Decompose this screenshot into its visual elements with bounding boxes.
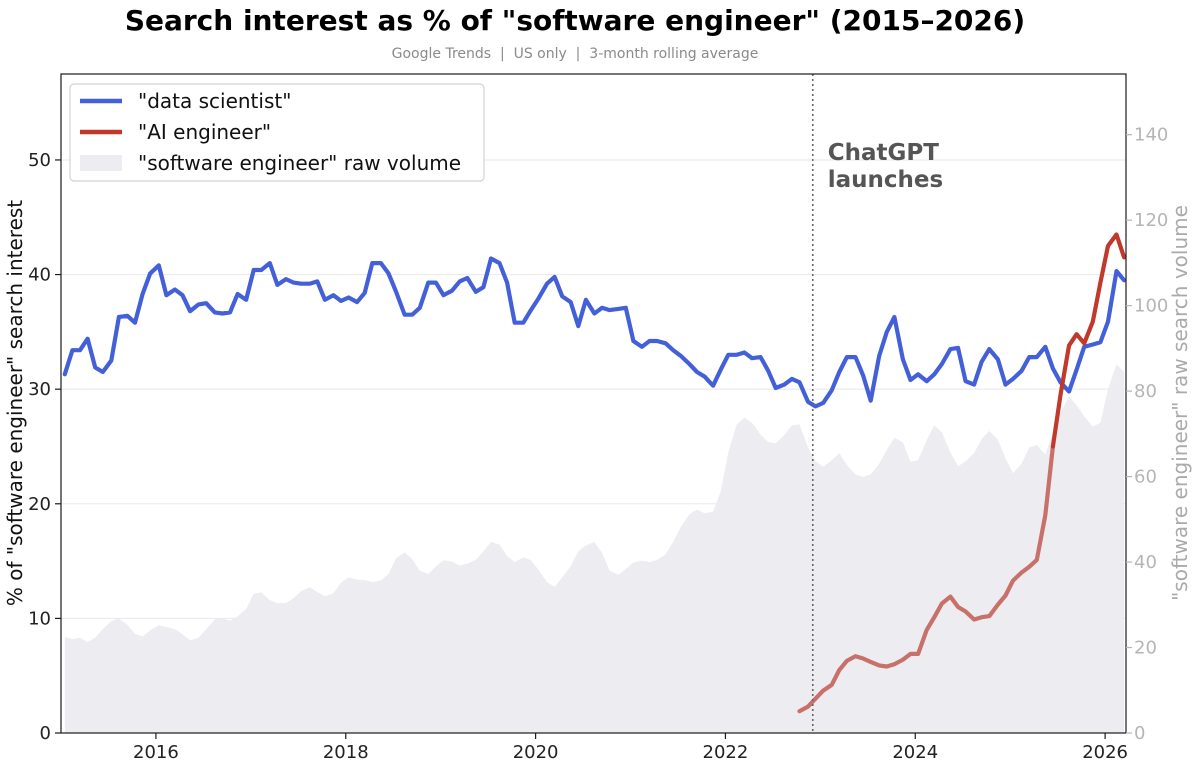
y-axis-label-right: "software engineer" raw search volume	[1168, 205, 1192, 601]
x-tick-label: 2022	[703, 742, 749, 763]
chart-subtitle: Google Trends | US only | 3-month rollin…	[392, 46, 759, 62]
chart-title: Search interest as % of "software engine…	[125, 4, 1025, 37]
legend-swatch-raw-volume	[80, 155, 122, 171]
chatgpt-annotation-text: launches	[828, 167, 943, 193]
y-tick-label: 20	[28, 494, 51, 515]
x-tick-label: 2026	[1082, 742, 1128, 763]
raw-volume-area	[64, 364, 1125, 733]
x-tick-label: 2016	[133, 742, 179, 763]
chatgpt-annotation-text: ChatGPT	[828, 140, 940, 166]
legend-label: "software engineer" raw volume	[138, 151, 461, 175]
plot-frame	[60, 73, 1127, 734]
x-tick-label: 2024	[892, 742, 938, 763]
y-right-tick-label: 40	[1134, 552, 1157, 573]
y-tick-label: 40	[28, 265, 51, 286]
series-line-ai-engineer-early	[797, 444, 1056, 714]
y-right-tick-label: 120	[1134, 210, 1168, 231]
y-tick-label: 10	[28, 608, 51, 629]
x-tick-label: 2018	[323, 742, 369, 763]
y-right-tick-label: 60	[1134, 467, 1157, 488]
y-tick-label: 30	[28, 379, 51, 400]
y-right-tick-label: 140	[1134, 125, 1168, 146]
x-tick-label: 2020	[513, 742, 559, 763]
y-axis-label: % of "software engineer" search interest	[3, 200, 27, 606]
legend	[69, 83, 485, 182]
legend-label: "AI engineer"	[138, 120, 271, 144]
series-line-ai-engineer-recent	[1050, 232, 1127, 449]
y-tick-label: 0	[40, 723, 51, 744]
y-right-tick-label: 100	[1134, 296, 1168, 317]
legend-label: "data scientist"	[138, 89, 291, 113]
y-right-tick-label: 20	[1134, 638, 1157, 659]
y-right-tick-label: 0	[1134, 723, 1145, 744]
series-line-data-scientist	[62, 256, 1127, 409]
y-right-tick-label: 80	[1134, 381, 1157, 402]
y-tick-label: 50	[28, 150, 51, 171]
